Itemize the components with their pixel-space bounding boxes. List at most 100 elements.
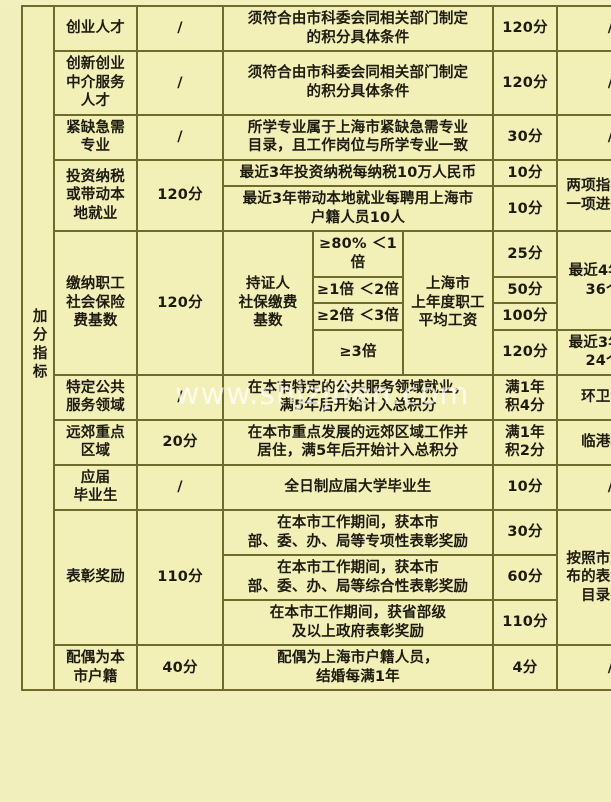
description-line: 居住，满5年后开始计入总积分: [257, 443, 459, 460]
indicator-name: 远郊重点 区域: [53, 418, 138, 466]
bracket-range-cell: ≥2倍 ＜3倍: [312, 302, 404, 331]
note-cell: /: [556, 50, 611, 116]
note-line: 目录执行: [581, 587, 611, 604]
description-cell: 在本市特定的公共服务领域就业， 满5年后开始计入总积分: [222, 373, 494, 421]
description-line: 在本市工作期间，获省部级: [269, 605, 447, 622]
points-cell: 120分: [492, 4, 558, 53]
max-score-cell: 120分: [136, 230, 224, 376]
description-line: 最近3年投资纳税每纳税10万人民币: [239, 164, 477, 181]
bracket-range-cell: ≥1倍 ＜2倍: [312, 275, 404, 305]
description-line: 在本市工作期间，获本市: [277, 560, 439, 577]
note-line: 36个月: [585, 281, 611, 298]
indicator-name-text: 中介服务: [66, 74, 125, 91]
description-line: 配偶为上海市户籍人员，: [277, 650, 439, 667]
indicator-name-text: 表彰奖励: [66, 569, 125, 586]
category-cell: 加分指标: [21, 4, 55, 692]
points-cell: 满1年 积4分: [492, 373, 558, 421]
indicator-name-text: 费基数: [73, 313, 118, 330]
table-row: 投资纳税 或带动本 地就业 120分 最近3年投资纳税每纳税10万人民币 10分…: [22, 158, 611, 233]
social-base-label-line: 基数: [253, 313, 283, 330]
points-cell: 10分: [492, 158, 558, 188]
max-score-cell: 40分: [136, 644, 224, 692]
description-line: 须符合由市科委会同相关部门制定: [247, 11, 469, 27]
description-line: 最近3年带动本地就业每聘用上海市: [242, 191, 474, 208]
note-cell: 两项指标选择 一项进行积分: [556, 158, 611, 233]
indicator-name-text: 缴纳职工: [66, 276, 125, 293]
description-line: 须符合由市科委会同相关部门制定: [247, 65, 469, 82]
note-cell: 按照市政府公 布的表彰奖励 目录执行: [556, 509, 611, 647]
note-cell: 最近4年累计 36个月: [556, 230, 611, 331]
score-table-page: 加分指标 创业人才 / 须符合由市科委会同相关部门制定 的积分具体条件 120分…: [0, 4, 611, 802]
indicator-name-text: 市户籍: [73, 668, 118, 685]
indicator-name-text: 创新创业: [66, 56, 125, 73]
note-line: 按照市政府公: [566, 550, 611, 567]
max-score-cell: 120分: [136, 158, 224, 233]
table-row: 远郊重点 区域 20分 在本市重点发展的远郊区域工作并 居住，满5年后开始计入总…: [22, 418, 611, 466]
description-cell: 最近3年带动本地就业每聘用上海市 户籍人员10人: [222, 185, 494, 233]
description-line: 全日制应届大学毕业生: [284, 479, 432, 496]
description-line: 在本市重点发展的远郊区域工作并: [247, 424, 469, 441]
table-row: ≥3倍 120分 最近3年累计 24个月: [22, 328, 611, 376]
social-base-label-line: 持证人: [245, 276, 291, 293]
points-cell: 110分: [492, 599, 558, 647]
description-line: 的积分具体条件: [306, 83, 410, 100]
points-cell: 50分: [492, 275, 558, 305]
note-cell: /: [556, 113, 611, 161]
description-cell: 在本市重点发展的远郊区域工作并 居住，满5年后开始计入总积分: [222, 418, 494, 466]
indicator-name-text: 毕业生: [73, 488, 118, 505]
note-line: 最近3年累计: [568, 334, 611, 351]
description-cell: 在本市工作期间，获本市 部、委、办、局等专项性表彰奖励: [222, 509, 494, 557]
points-cell: 30分: [492, 509, 558, 557]
indicator-name-text: 创业人才: [66, 20, 125, 37]
social-base-label-cell: 持证人 社保缴费 基数: [222, 230, 314, 376]
indicator-name-text: 区域: [80, 443, 111, 460]
note-line: 一项进行积分: [566, 196, 611, 213]
description-line: 及以上政府表彰奖励: [291, 623, 425, 640]
table-row: 在本市工作期间，获本市 部、委、办、局等综合性表彰奖励 60分: [22, 554, 611, 602]
description-line: 户籍人员10人: [310, 209, 406, 226]
points-cell: 120分: [492, 50, 558, 116]
note-cell: /: [556, 4, 611, 53]
description-cell: 配偶为上海市户籍人员， 结婚每满1年: [222, 644, 494, 692]
max-score-cell: /: [136, 463, 224, 512]
table-row: 配偶为本 市户籍 40分 配偶为上海市户籍人员， 结婚每满1年 4分 /: [22, 644, 611, 692]
description-line: 目录，且工作岗位与所学专业一致: [247, 138, 469, 155]
description-cell: 在本市工作期间，获省部级 及以上政府表彰奖励: [222, 599, 494, 647]
note-cell: 临港地区: [556, 418, 611, 466]
points-cell: 120分: [492, 328, 558, 376]
average-wage-line: 上海市: [425, 276, 471, 293]
description-line: 的积分具体条件: [306, 29, 410, 46]
indicator-name-text: 或带动本: [66, 187, 125, 204]
description-cell: 所学专业属于上海市紧缺急需专业 目录，且工作岗位与所学专业一致: [222, 113, 494, 161]
description-line: 部、委、办、局等综合性表彰奖励: [247, 578, 469, 595]
points-cell: 10分: [492, 185, 558, 233]
max-score-cell: /: [136, 4, 224, 53]
description-cell: 在本市工作期间，获本市 部、委、办、局等综合性表彰奖励: [222, 554, 494, 602]
points-line: 积4分: [505, 398, 545, 415]
points-cell: 100分: [492, 302, 558, 331]
indicator-name-text: 服务领域: [66, 398, 125, 415]
description-line: 在本市特定的公共服务领域就业，: [247, 379, 469, 396]
average-wage-line: 上年度职工: [411, 294, 485, 311]
average-wage-line: 平均工资: [418, 313, 478, 330]
indicator-name: 配偶为本 市户籍: [53, 644, 138, 692]
indicator-name-text: 远郊重点: [66, 424, 125, 441]
note-line: 24个月: [585, 353, 611, 370]
indicator-name-text: 地就业: [73, 205, 118, 222]
indicator-name-text: 配偶为本: [66, 650, 125, 667]
note-line: 两项指标选择: [566, 178, 611, 195]
bracket-range-cell: ≥3倍: [312, 328, 404, 376]
indicator-name: 创新创业 中介服务 人才: [53, 50, 138, 116]
points-line: 积2分: [505, 443, 545, 460]
points-cell: 满1年 积2分: [492, 418, 558, 466]
description-line: 在本市工作期间，获本市: [277, 515, 439, 532]
indicator-name-text: 应届: [80, 469, 111, 486]
indicator-name-text: 专业: [80, 138, 111, 155]
description-line: 所学专业属于上海市紧缺急需专业: [247, 119, 469, 136]
max-score-cell: /: [136, 113, 224, 161]
indicator-name: 表彰奖励: [53, 509, 138, 647]
table-row: 最近3年带动本地就业每聘用上海市 户籍人员10人 10分: [22, 185, 611, 233]
points-cell: 30分: [492, 113, 558, 161]
indicator-name: 特定公共 服务领域: [53, 373, 138, 421]
max-score-cell: 110分: [136, 509, 224, 647]
